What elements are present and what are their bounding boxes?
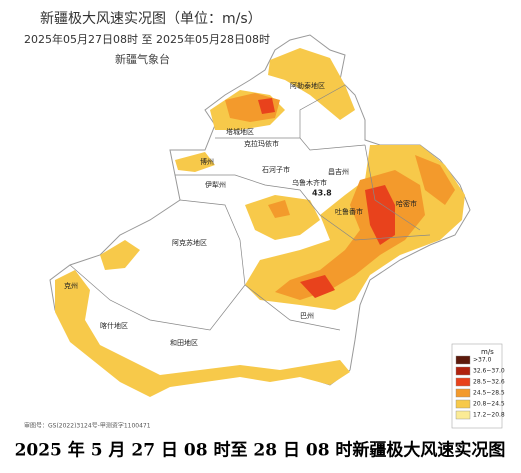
legend-swatch <box>455 410 471 420</box>
wind-area <box>268 48 355 120</box>
max-wind-label: 43.8 <box>312 189 332 198</box>
legend: m/s >37.0 32.6~37.0 28.5~32.6 24.5~28.5 20.8… <box>451 343 505 429</box>
region-label: 阿勒泰地区 <box>290 81 325 90</box>
region-label: 乌鲁木齐市 <box>292 178 327 187</box>
region-label: 昌吉州 <box>328 168 349 176</box>
wind-area <box>55 270 350 397</box>
caption: 2025 年 5 月 27 日 08 时至 28 日 08 时新疆极大风速实况图 <box>15 440 506 461</box>
legend-label: 28.5~32.6 <box>473 379 505 386</box>
region-border <box>69 264 246 331</box>
legend-swatch <box>455 377 471 387</box>
wind-area <box>175 152 215 172</box>
region-label: 吐鲁番市 <box>335 207 363 216</box>
legend-label: 20.8~24.5 <box>473 401 505 408</box>
wind-area <box>245 195 320 240</box>
region-border <box>215 137 366 151</box>
region-label: 和田地区 <box>170 338 198 347</box>
legend-swatch <box>455 355 471 365</box>
legend-label: 24.5~28.5 <box>473 390 505 397</box>
legend-swatch <box>455 388 471 398</box>
legend-label: 17.2~20.8 <box>473 412 505 419</box>
region-label: 喀什地区 <box>100 321 128 330</box>
region-label: 阿克苏地区 <box>172 238 207 247</box>
legend-swatch <box>455 366 471 376</box>
legend-label: >37.0 <box>473 357 492 364</box>
region-labels: 阿勒泰地区 塔城地区 克拉玛依市 博州 石河子市 昌吉州 伊犁州 乌鲁木齐市 吐… <box>64 81 417 347</box>
region-label: 伊犁州 <box>205 180 226 189</box>
map-title: 新疆极大风速实况图（单位：m/s） <box>40 11 262 27</box>
wind-area <box>100 240 140 270</box>
region-border <box>175 174 431 241</box>
region-label: 博州 <box>200 157 214 166</box>
region-label: 哈密市 <box>396 199 417 208</box>
region-label: 克拉玛依市 <box>244 139 279 148</box>
region-border <box>179 199 341 331</box>
region-label: 巴州 <box>300 312 314 320</box>
region-label: 塔城地区 <box>226 127 254 136</box>
region-borders <box>69 84 431 331</box>
source: 新疆气象台 <box>115 52 170 66</box>
wind-areas-severe <box>258 98 395 298</box>
wind-area <box>268 200 290 218</box>
map-number: 审图号：GS(2022)3124号-甲测资字1100471 <box>24 422 151 430</box>
wind-area <box>300 275 335 298</box>
legend-unit: m/s <box>481 348 494 356</box>
wind-area <box>365 185 395 245</box>
region-label: 克州 <box>64 282 78 290</box>
map <box>49 34 471 397</box>
legend-swatch <box>455 399 471 409</box>
region-label: 石河子市 <box>262 165 290 174</box>
time-range: 2025年05月27日08时 至 2025年05月28日08时 <box>24 32 270 46</box>
wind-area <box>258 98 275 114</box>
region-border <box>364 144 421 231</box>
wind-area <box>415 155 455 205</box>
legend-label: 32.6~37.0 <box>473 368 505 375</box>
region-border <box>299 84 346 138</box>
